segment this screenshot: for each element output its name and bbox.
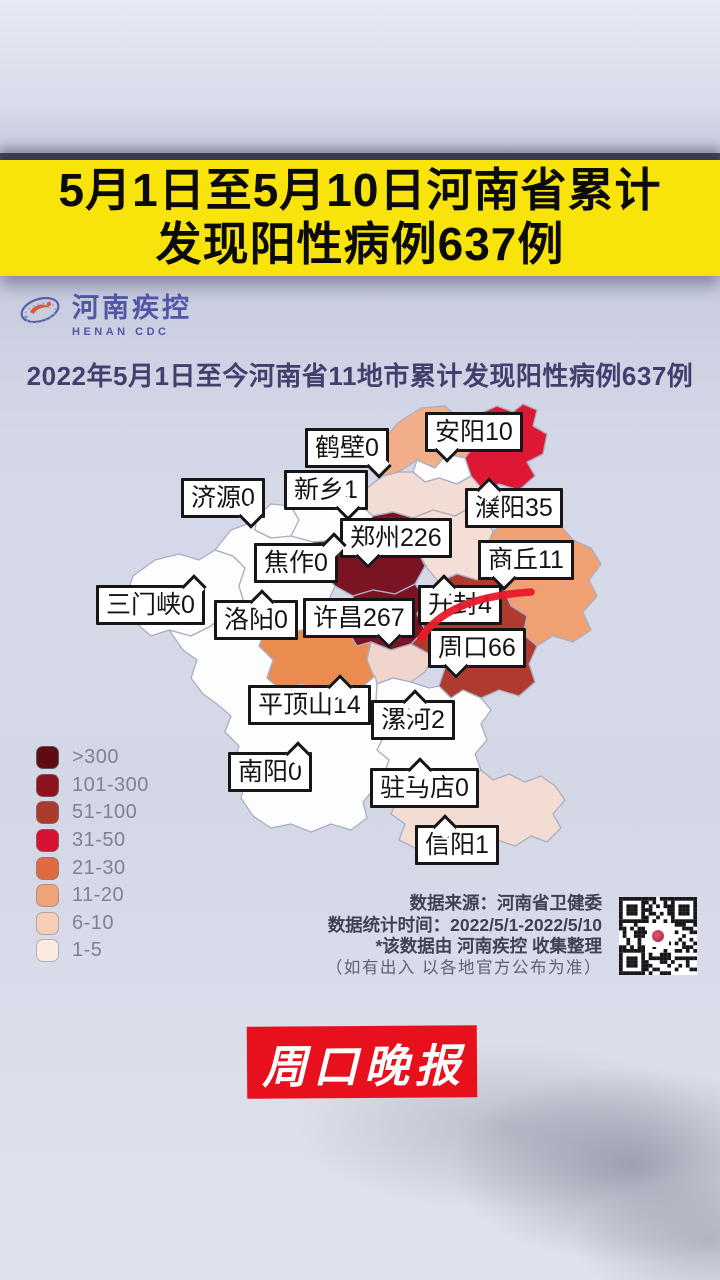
legend-item: 51-100 (36, 799, 149, 827)
map-label-luohe: 漯河2 (371, 689, 455, 740)
cdc-logo-name-en: HENAN CDC (72, 326, 170, 338)
map-label-jiyuan: 济源0 (181, 478, 265, 529)
legend-item: 6-10 (36, 910, 149, 938)
legend-swatch (36, 939, 59, 963)
map-label-pingdingshan: 平顶山14 (248, 674, 371, 725)
map-label-xinyang: 信阳1 (415, 814, 499, 865)
map-label-xuchang: 许昌267 (303, 598, 415, 649)
data-source-note: 数据来源：河南省卫健委 数据统计时间：2022/5/1-2022/5/10 *该… (326, 893, 602, 979)
source-line: 数据统计时间：2022/5/1-2022/5/10 (327, 914, 602, 935)
map-label-xinxiang: 新乡1 (284, 470, 368, 521)
legend-swatch (36, 884, 59, 908)
title-line-2: 发现阳性病例637例 (155, 218, 565, 270)
region-luohe (366, 641, 434, 685)
map-title: 2022年5月1日至今河南省11地市累计发现阳性病例637例 (26, 361, 694, 391)
legend-item: 1-5 (36, 937, 149, 965)
source-line: （如有出入 以各地官方公布为准） (325, 958, 602, 977)
henan-choropleth-map: 鹤壁0 安阳10 济源0 新乡1 濮阳35 郑州226 焦作0 商丘11 三门峡… (95, 398, 620, 923)
legend-swatch (36, 856, 59, 880)
map-label-sanmenxia: 三门峡0 (96, 574, 207, 625)
qr-center-logo (647, 925, 669, 947)
map-label-zhumadian: 驻马店0 (370, 757, 479, 808)
title-banner: 5月1日至5月10日河南省累计 发现阳性病例637例 (0, 160, 720, 276)
qr-code-svg (619, 897, 697, 975)
legend-swatch (36, 829, 59, 853)
legend-item: >300 (36, 744, 149, 772)
map-label-luoyang: 洛阳0 (214, 589, 298, 640)
legend-swatch (36, 911, 59, 935)
map-label-zhoukou: 周口66 (428, 628, 526, 679)
map-label-hebi: 鹤壁0 (305, 428, 392, 479)
legend-item: 11-20 (36, 882, 149, 910)
title-line-1: 5月1日至5月10日河南省累计 (58, 164, 662, 217)
qr-code (619, 897, 697, 975)
legend-item: 31-50 (36, 827, 149, 855)
cdc-logo-icon (16, 286, 64, 341)
cdc-logo: 河南疾控 HENAN CDC (16, 286, 192, 341)
source-line: *该数据由 河南疾控 收集整理 (375, 936, 602, 956)
legend-swatch (36, 801, 59, 825)
legend-item: 21-30 (36, 854, 149, 882)
newspaper-logo: 周口晚报 (246, 1025, 478, 1099)
map-legend: >300 101-300 51-100 31-50 21-30 11-20 6-… (36, 744, 149, 965)
map-label-anyang: 安阳10 (425, 412, 523, 463)
map-label-zhengzhou: 郑州226 (340, 518, 452, 569)
map-label-puyang: 濮阳35 (465, 477, 563, 528)
legend-swatch (36, 746, 59, 770)
map-label-shangqiu: 商丘11 (478, 540, 574, 591)
cdc-logo-name-cn: 河南疾控 (72, 293, 192, 323)
map-label-kaifeng: 开封4 (418, 574, 502, 625)
map-label-jiaozuo: 焦作0 (254, 532, 347, 583)
source-line: 数据来源：河南省卫健委 (409, 893, 603, 913)
legend-item: 101-300 (36, 772, 149, 800)
map-label-nanyang: 南阳0 (228, 741, 312, 792)
legend-swatch (36, 773, 59, 797)
